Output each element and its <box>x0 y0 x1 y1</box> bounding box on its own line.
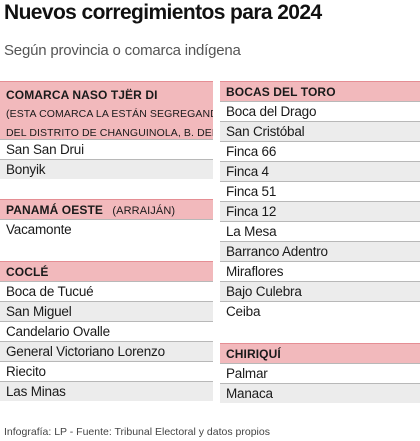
list-item: La Mesa <box>220 221 420 241</box>
left-column: COMARCA NASO TJËR DI (ESTA COMARCA LA ES… <box>0 81 213 401</box>
section-title-chiriqui: CHIRIQUÍ <box>226 347 281 361</box>
section-header-bocas: BOCAS DEL TORO <box>220 81 420 101</box>
list-item: San San Drui <box>0 139 213 159</box>
section-title-bocas: BOCAS DEL TORO <box>226 85 336 99</box>
list-item: San Cristóbal <box>220 121 420 141</box>
source-footer: Infografía: LP - Fuente: Tribunal Electo… <box>4 426 270 438</box>
section-title-panama-oeste: PANAMÁ OESTE <box>6 203 103 217</box>
list-item: San Miguel <box>0 301 213 321</box>
section-note-naso-1: (ESTA COMARCA LA ESTÁN SEGREGANDO DEL <box>6 108 213 120</box>
section-header-panama-oeste: PANAMÁ OESTE (ARRAIJÁN) <box>0 199 213 219</box>
section-header-cocle: COCLÉ <box>0 261 213 281</box>
list-item: Bajo Culebra <box>220 281 420 301</box>
list-item: Finca 12 <box>220 201 420 221</box>
list-item: Candelario Ovalle <box>0 321 213 341</box>
list-item: Manaca <box>220 383 420 403</box>
list-item: Las Minas <box>0 381 213 401</box>
list-item: Bonyik <box>0 159 213 179</box>
section-header-naso: COMARCA NASO TJËR DI (ESTA COMARCA LA ES… <box>0 81 213 139</box>
section-note-naso-2: DEL DISTRITO DE CHANGUINOLA, B. DEL TORO… <box>6 127 213 139</box>
list-item: Boca del Drago <box>220 101 420 121</box>
right-column: BOCAS DEL TORO Boca del Drago San Cristó… <box>220 81 420 403</box>
list-item: Finca 66 <box>220 141 420 161</box>
list-item: Riecito <box>0 361 213 381</box>
list-item: Ceiba <box>220 301 420 321</box>
list-item: General Victoriano Lorenzo <box>0 341 213 361</box>
page-subtitle: Según provincia o comarca indígena <box>4 42 241 59</box>
page-title: Nuevos corregimientos para 2024 <box>4 1 322 24</box>
list-item: Finca 51 <box>220 181 420 201</box>
section-title-cocle: COCLÉ <box>6 265 49 279</box>
section-note-panama-oeste: (ARRAIJÁN) <box>112 205 176 217</box>
section-title-naso: COMARCA NASO TJËR DI <box>6 88 158 102</box>
list-item: Boca de Tucué <box>0 281 213 301</box>
list-item: Barranco Adentro <box>220 241 420 261</box>
section-header-chiriqui: CHIRIQUÍ <box>220 343 420 363</box>
list-item: Miraflores <box>220 261 420 281</box>
list-item: Vacamonte <box>0 219 213 239</box>
list-item: Palmar <box>220 363 420 383</box>
list-item: Finca 4 <box>220 161 420 181</box>
